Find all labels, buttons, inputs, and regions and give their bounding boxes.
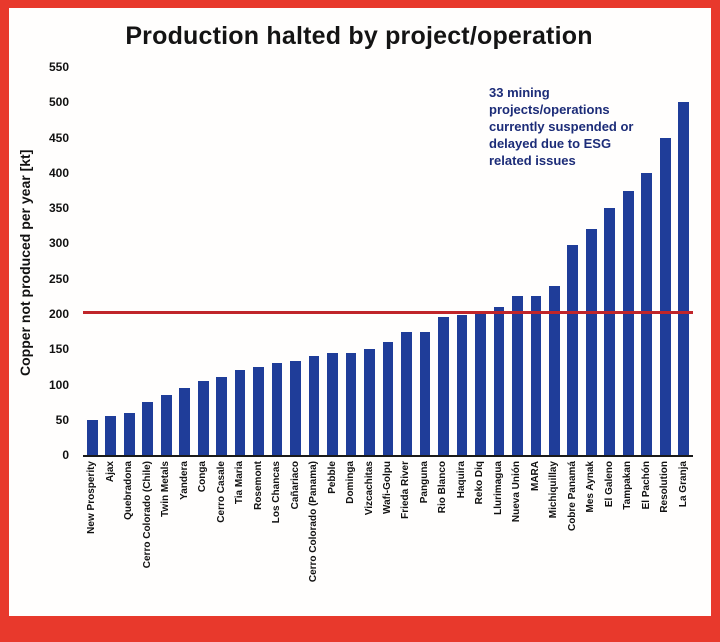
x-tick-label: Cerro Colorado (Panama) [308,461,320,583]
x-tick-label: Panguna [418,461,430,504]
x-tick-label: El Galeno [603,461,615,508]
x-tick-label: Twin Metals [160,461,172,517]
x-tick-label: Cerro Colorado (Chile) [141,461,153,569]
bar [120,69,138,455]
bar [656,69,674,455]
x-tick-label: Cobre Panamá [566,461,578,532]
x-tick-label: New Prosperity [86,461,98,534]
bar [323,69,341,455]
bar [490,69,508,455]
x-tick-label: Vizcachitas [363,461,375,516]
x-tick-label: Haquira [455,461,467,499]
x-tick-label: Nueva Unión [511,461,523,523]
y-tick-label: 200 [48,306,69,321]
x-tick-label: Yandera [178,461,190,500]
x-tick-label: Tampakan [622,461,634,510]
chart-title: Production halted by project/operation [125,22,593,50]
y-tick-label: 350 [48,201,69,216]
bars-row [83,69,693,455]
bar [360,69,378,455]
y-axis-label: Copper not produced per year [kt] [17,149,33,377]
y-tick-label: 250 [48,271,69,286]
bar [249,69,267,455]
x-tick-label: Pebble [326,461,338,494]
bar [416,69,434,455]
y-tick-label: 500 [48,95,69,110]
x-tick-label: El Pachón [640,461,652,510]
bar [564,69,582,455]
chart-area: Copper not produced per year [kt] 0 50 100… [11,60,707,599]
x-tick-label: Llurimagua [492,461,504,515]
x-tick-label: Frieda River [400,461,412,519]
bar [508,69,526,455]
x-tick-label: Dominga [345,461,357,504]
bar [453,69,471,455]
x-tick-label: Cañariaco [289,461,301,510]
bar [101,69,119,455]
x-tick-label: MARA [529,461,541,491]
bar [138,69,156,455]
y-tick-label: 300 [48,236,69,251]
x-tick-label: Quebradona [123,461,135,520]
bar [268,69,286,455]
y-axis-ticks: 0 50 100 150 200 250 300 350 400 450 500 550 [33,60,75,462]
bar [379,69,397,455]
bar [527,69,545,455]
x-tick-label: Conga [197,461,209,493]
x-tick-label: Tia Maria [234,461,246,505]
x-tick-label: Cerro Casale [215,461,227,523]
threshold-line [83,310,693,314]
y-tick-label: 0 [62,448,69,462]
bar [601,69,619,455]
bar [582,69,600,455]
bar [397,69,415,455]
bar [619,69,637,455]
bar [675,69,693,455]
x-tick-label: Rio Blanco [437,461,449,514]
x-tick-label: Ajax [104,461,116,483]
bar [638,69,656,455]
y-tick-label: 450 [48,130,69,145]
bar [194,69,212,455]
x-tick-label: La Granja [677,461,689,508]
bar [231,69,249,455]
plot-area: 0 50 100 150 200 250 300 350 400 450 500 550 33 min… [49,60,693,462]
y-tick-label: 400 [48,165,69,180]
bar [545,69,563,455]
bar [305,69,323,455]
x-tick-label: Resolution [659,461,671,513]
x-tick-label: Los Chancas [271,461,283,524]
bar [212,69,230,455]
bar [471,69,489,455]
y-tick-label: 50 [55,412,69,427]
bar [434,69,452,455]
bar [286,69,304,455]
y-tick-label: 550 [48,60,69,74]
x-tick-label: Mes Aynak [585,461,597,513]
annotation: 33 mining projects/operations currently … [489,85,634,168]
bar [175,69,193,455]
x-tick-label: Michiquillay [548,461,560,519]
bar [342,69,360,455]
x-axis-labels: New Prosperity Ajax Quebradona Cerro Colora… [83,461,693,599]
bar [157,69,175,455]
y-tick-label: 100 [48,377,69,392]
x-tick-label: Reko Diq [474,461,486,505]
bar [83,69,101,455]
x-tick-label: Wafi-Golpu [381,461,393,514]
y-tick-label: 150 [48,342,69,357]
x-tick-label: Rosemont [252,461,264,510]
